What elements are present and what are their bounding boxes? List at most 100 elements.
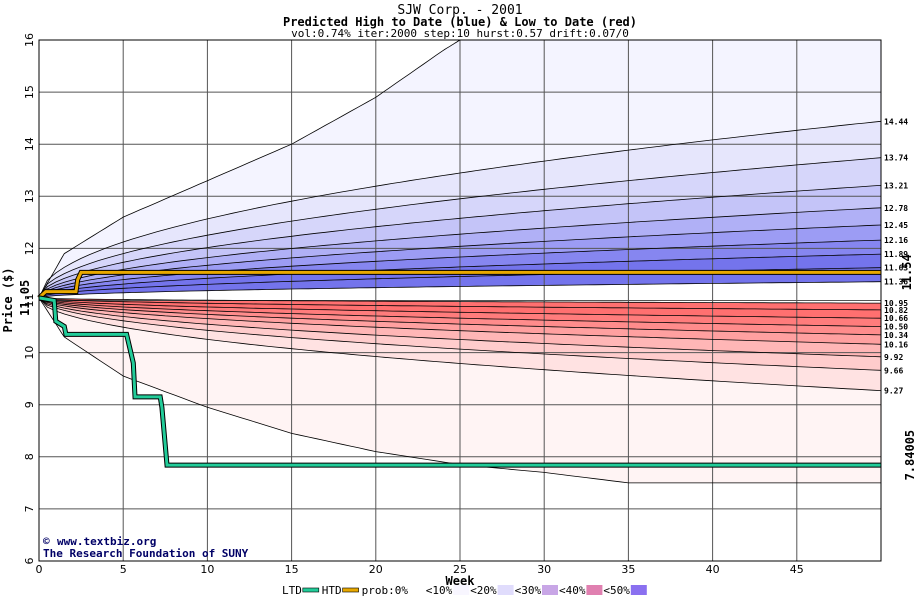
high-band bbox=[39, 121, 881, 298]
end-label: 10.16 bbox=[884, 340, 908, 349]
end-label: 12.45 bbox=[884, 221, 908, 230]
x-tick-label: 0 bbox=[36, 563, 43, 576]
end-label: 9.66 bbox=[884, 366, 903, 375]
x-tick-labels: 0 5 10 15 20 25 30 35 40 45 bbox=[36, 563, 804, 576]
ltd-value-label: 7.84005 bbox=[903, 430, 917, 481]
y-tick-labels: 6 7 8 9 10 11 12 13 14 15 16 bbox=[23, 33, 36, 565]
legend-label: <50% bbox=[603, 584, 630, 597]
legend-swatch bbox=[542, 585, 558, 595]
x-tick-label: 45 bbox=[790, 563, 804, 576]
end-label: 11.89 bbox=[884, 250, 908, 259]
percentile-curve bbox=[38, 297, 882, 358]
percentile-curve bbox=[38, 297, 881, 304]
legend-label: LTD bbox=[282, 584, 302, 597]
credit-url: www.textbiz.org bbox=[57, 535, 156, 548]
low-band bbox=[39, 297, 881, 357]
percentile-end-labels: 14.44 13.74 13.21 12.78 12.45 12.16 11.89 11.63… bbox=[884, 117, 908, 395]
legend: LTD HTD prob:0% <10% <20% <30% <40% <50% bbox=[282, 584, 647, 597]
percentile-curve bbox=[38, 253, 882, 299]
y-tick-label: 6 bbox=[23, 558, 36, 565]
x-tick-label: 40 bbox=[706, 563, 720, 576]
y-tick-label: 10 bbox=[23, 346, 36, 360]
htd-value-label: 11.54 bbox=[900, 254, 914, 290]
y-tick-label: 15 bbox=[23, 85, 36, 99]
ltd-line bbox=[38, 296, 881, 467]
percentile-curve bbox=[38, 297, 882, 345]
legend-swatch bbox=[342, 587, 359, 593]
legend-label: prob:0% bbox=[362, 584, 409, 597]
end-label: 12.16 bbox=[884, 236, 908, 245]
to-date-series bbox=[37, 269, 881, 468]
legend-label: <40% bbox=[559, 584, 586, 597]
percentile-curves bbox=[38, 39, 882, 484]
y-tick-label: 11 bbox=[23, 294, 36, 308]
upper-envelope bbox=[38, 39, 461, 299]
chart-params: vol:0.74% iter:2000 step:10 hurst:0.57 d… bbox=[291, 27, 629, 40]
high-band bbox=[39, 225, 881, 298]
end-label: 10.82 bbox=[884, 306, 908, 315]
percentile-curve bbox=[38, 185, 882, 299]
end-label: 9.92 bbox=[884, 353, 903, 362]
legend-swatch bbox=[630, 585, 647, 595]
end-label: 9.27 bbox=[884, 387, 903, 396]
legend-label: <30% bbox=[515, 584, 542, 597]
end-label: 13.21 bbox=[884, 181, 908, 190]
plot-frame bbox=[38, 39, 882, 562]
percentile-curve bbox=[38, 120, 882, 299]
high-band bbox=[39, 207, 881, 298]
legend-swatch bbox=[586, 585, 603, 595]
end-label: 10.34 bbox=[884, 331, 908, 340]
end-label: 11.36 bbox=[884, 278, 908, 287]
y-tick-label: 12 bbox=[23, 241, 36, 255]
y-axis-label: Price ($) bbox=[1, 267, 15, 332]
percentile-curve bbox=[38, 297, 882, 391]
end-label: 14.44 bbox=[884, 117, 908, 126]
percentile-curve bbox=[38, 297, 882, 371]
high-band bbox=[39, 240, 881, 298]
y-tick-label: 14 bbox=[23, 137, 36, 151]
high-band bbox=[39, 157, 881, 298]
end-label: 12.78 bbox=[884, 204, 908, 213]
percentile-curve bbox=[38, 207, 882, 299]
lower-envelope bbox=[38, 297, 881, 484]
percentile-curve bbox=[38, 297, 882, 327]
x-tick-label: 10 bbox=[200, 563, 214, 576]
x-tick-label: 20 bbox=[369, 563, 383, 576]
legend-swatch bbox=[497, 585, 514, 595]
low-band bbox=[39, 297, 881, 327]
end-label: 10.95 bbox=[884, 299, 908, 308]
x-axis-label: Week bbox=[446, 574, 476, 588]
percentile-curve bbox=[38, 297, 882, 336]
end-label: 10.66 bbox=[884, 314, 908, 323]
start-price-label: 11.05 bbox=[18, 280, 32, 316]
chart-subtitle: Predicted High to Date (blue) & Low to D… bbox=[283, 15, 637, 29]
low-band bbox=[39, 297, 881, 391]
percentile-curve bbox=[38, 297, 882, 319]
x-tick-label: 25 bbox=[453, 563, 467, 576]
legend-label: <20% bbox=[470, 584, 497, 597]
legend-swatch bbox=[453, 585, 470, 595]
low-band bbox=[39, 297, 881, 335]
end-label: 10.50 bbox=[884, 323, 908, 332]
percentile-curve bbox=[38, 297, 882, 311]
y-tick-label: 8 bbox=[23, 453, 36, 460]
htd-line bbox=[37, 270, 881, 299]
percentile-curve bbox=[38, 281, 882, 299]
legend-label: <10% bbox=[426, 584, 453, 597]
copyright-symbol: © bbox=[43, 535, 50, 548]
y-tick-label: 16 bbox=[23, 33, 36, 47]
legend-swatch bbox=[408, 585, 425, 595]
x-tick-label: 35 bbox=[621, 563, 635, 576]
y-tick-label: 13 bbox=[23, 189, 36, 203]
y-tick-label: 7 bbox=[23, 505, 36, 512]
credit-org: The Research Foundation of SUNY bbox=[43, 547, 249, 560]
x-tick-label: 5 bbox=[120, 563, 127, 576]
end-label: 11.63 bbox=[884, 264, 908, 273]
end-label: 13.74 bbox=[884, 154, 908, 163]
y-tick-label: 9 bbox=[23, 401, 36, 408]
legend-swatch bbox=[302, 587, 320, 593]
high-band bbox=[39, 185, 881, 298]
low-band bbox=[39, 297, 881, 345]
x-tick-label: 15 bbox=[285, 563, 299, 576]
